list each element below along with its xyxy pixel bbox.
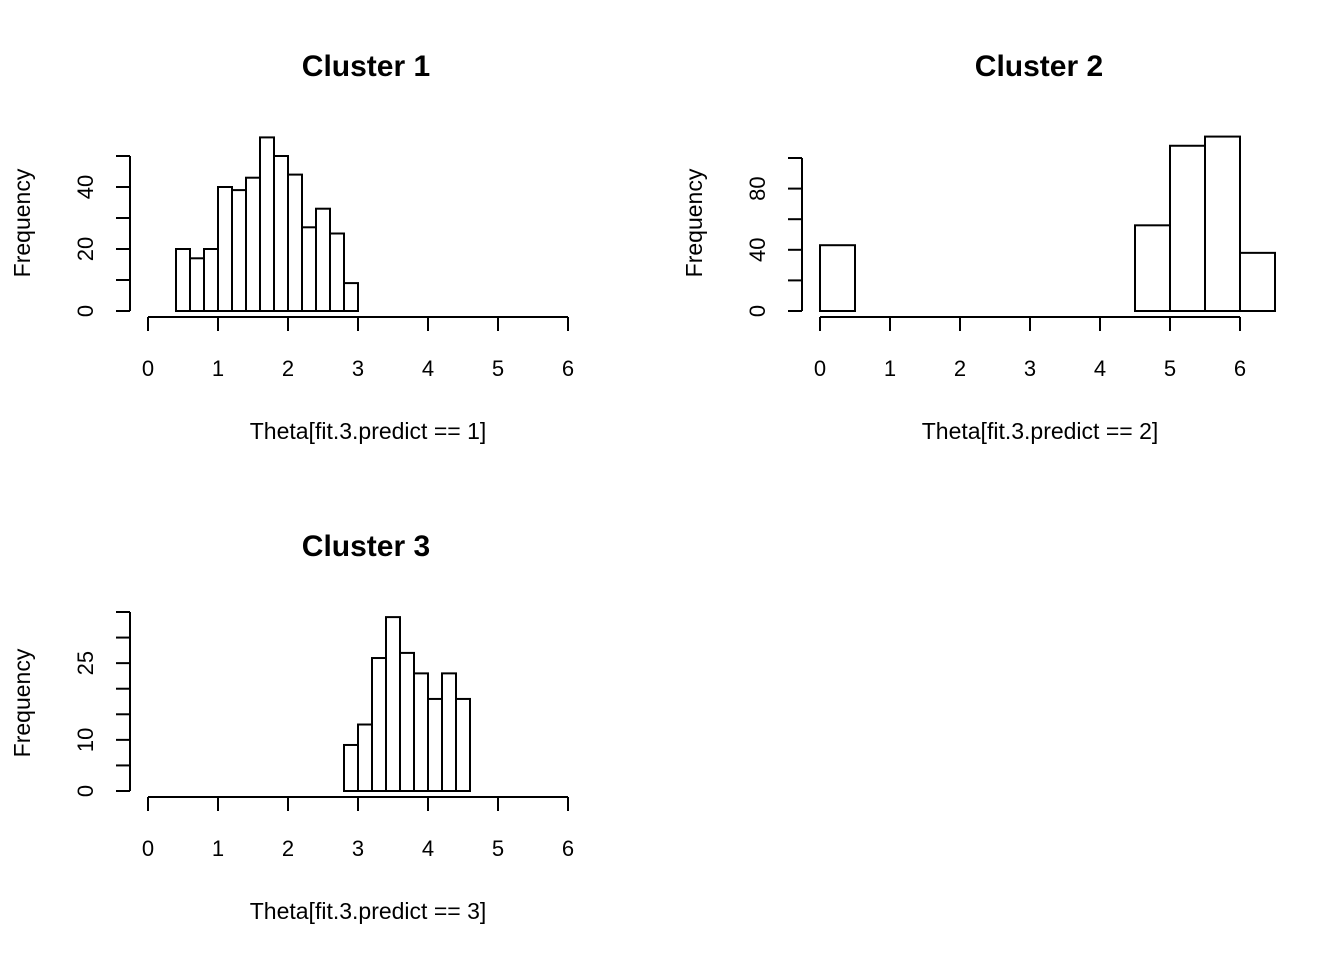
x-tick-label: 4: [1094, 356, 1106, 381]
y-tick-label: 0: [73, 305, 98, 317]
chart-title: Cluster 3: [302, 530, 430, 563]
y-axis: 0 10 25: [73, 611, 131, 797]
y-axis-label: Frequency: [9, 648, 35, 757]
histogram-bar: [315, 207, 331, 312]
histogram-bar: [175, 248, 191, 312]
histogram-bar: [1204, 135, 1241, 312]
y-tick-label: 80: [745, 176, 770, 200]
x-tick-label: 6: [562, 836, 574, 861]
chart-title: Cluster 1: [302, 50, 430, 83]
x-tick-label: 5: [492, 356, 504, 381]
histogram-bar: [343, 743, 359, 793]
histogram-bar: [427, 697, 443, 793]
histogram-bar: [343, 282, 359, 313]
x-tick-label: 3: [352, 356, 364, 381]
histogram-bar: [301, 226, 317, 312]
histogram-bar: [273, 155, 289, 312]
x-tick-label: 6: [562, 356, 574, 381]
histogram-panel-cluster-2: Cluster 2 Theta[fit.3.predict == 2] Freq…: [681, 50, 1276, 444]
x-tick-label: 2: [282, 836, 294, 861]
histogram-bar: [385, 616, 401, 792]
x-tick-label: 0: [814, 356, 826, 381]
y-tick-label: 20: [73, 237, 98, 261]
x-tick-label: 4: [422, 356, 434, 381]
histogram-bar: [259, 136, 275, 312]
histogram-bar: [1169, 144, 1206, 312]
histogram-bar: [399, 651, 415, 793]
y-axis: 0 40 80: [745, 157, 803, 317]
histogram-bar: [231, 189, 247, 313]
y-axis: 0 20 40: [73, 155, 131, 317]
histogram-bar: [287, 173, 303, 312]
y-tick-label: 0: [745, 305, 770, 317]
bar-group: [175, 136, 359, 313]
histogram-bar: [1239, 251, 1276, 312]
histogram-bar: [329, 232, 345, 312]
histogram-panel-cluster-3: Cluster 3 Theta[fit.3.predict == 3] Freq…: [9, 530, 574, 924]
histogram-bar: [217, 186, 233, 312]
y-axis-label: Frequency: [9, 168, 35, 277]
y-tick-label: 40: [73, 175, 98, 199]
x-axis: 0 1 2 3 4 5 6: [142, 316, 574, 381]
histogram-bar: [1134, 224, 1171, 313]
histogram-bar: [441, 672, 457, 792]
x-axis-label: Theta[fit.3.predict == 1]: [250, 418, 487, 444]
x-tick-label: 2: [282, 356, 294, 381]
x-tick-label: 1: [212, 836, 224, 861]
histogram-bar: [245, 176, 261, 312]
histogram-bar: [203, 248, 219, 312]
x-axis: 0 1 2 3 4 5 6: [814, 316, 1246, 381]
y-tick-label: 0: [73, 785, 98, 797]
histogram-bar: [455, 697, 471, 793]
y-tick-label: 25: [73, 651, 98, 675]
histogram-bar: [189, 257, 205, 312]
bar-group: [819, 135, 1276, 313]
x-tick-label: 1: [884, 356, 896, 381]
x-tick-label: 5: [492, 836, 504, 861]
x-tick-label: 0: [142, 356, 154, 381]
x-tick-label: 5: [1164, 356, 1176, 381]
bar-group: [343, 616, 471, 793]
y-axis-label: Frequency: [681, 168, 707, 277]
y-tick-label: 10: [73, 728, 98, 752]
chart-title: Cluster 2: [975, 50, 1103, 83]
x-tick-label: 4: [422, 836, 434, 861]
x-tick-label: 6: [1234, 356, 1246, 381]
x-axis-label: Theta[fit.3.predict == 2]: [922, 418, 1159, 444]
x-tick-label: 3: [352, 836, 364, 861]
histogram-panel-cluster-1: Cluster 1 Theta[fit.3.predict == 1] Freq…: [9, 50, 574, 444]
x-tick-label: 3: [1024, 356, 1036, 381]
x-axis: 0 1 2 3 4 5 6: [142, 796, 574, 861]
x-tick-label: 2: [954, 356, 966, 381]
histogram-bar: [357, 723, 373, 792]
y-tick-label: 40: [745, 238, 770, 262]
x-tick-label: 0: [142, 836, 154, 861]
x-axis-label: Theta[fit.3.predict == 3]: [250, 898, 487, 924]
x-tick-label: 1: [212, 356, 224, 381]
histogram-bar: [371, 657, 387, 792]
histogram-bar: [413, 672, 429, 792]
histogram-bar: [819, 244, 856, 313]
